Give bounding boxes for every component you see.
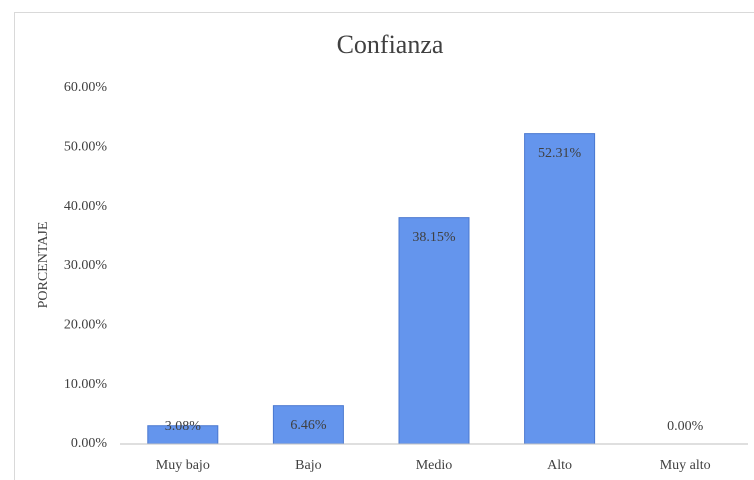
- x-tick-label: Muy alto: [660, 458, 711, 473]
- x-tick-label: Bajo: [295, 458, 321, 473]
- y-axis-label: PORCENTAJE: [36, 222, 51, 309]
- y-tick-label: 0.00%: [71, 436, 108, 451]
- y-tick-label: 20.00%: [64, 318, 108, 333]
- data-label: 3.08%: [165, 419, 202, 434]
- chart-title: Confianza: [337, 30, 444, 59]
- y-tick-label: 50.00%: [64, 140, 108, 155]
- data-label: 52.31%: [538, 146, 582, 161]
- data-label: 0.00%: [667, 419, 704, 434]
- y-tick-label: 60.00%: [64, 80, 108, 95]
- y-tick-label: 30.00%: [64, 258, 108, 273]
- x-tick-label: Muy bajo: [156, 458, 210, 473]
- y-tick-label: 40.00%: [64, 199, 108, 214]
- chart-frame: [14, 12, 754, 480]
- bar: [272, 405, 344, 445]
- bar: [524, 133, 596, 445]
- x-tick-label: Medio: [416, 458, 453, 473]
- x-tick-label: Alto: [547, 458, 572, 473]
- data-label: 38.15%: [412, 230, 456, 245]
- y-tick-label: 10.00%: [64, 377, 108, 392]
- bar: [398, 217, 470, 445]
- data-label: 6.46%: [290, 418, 327, 433]
